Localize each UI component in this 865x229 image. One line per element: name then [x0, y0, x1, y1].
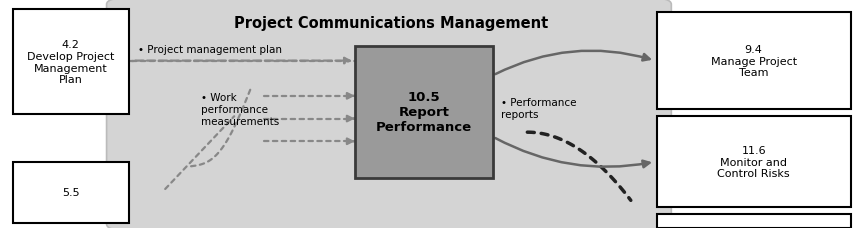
- Text: • Work
performance
measurements: • Work performance measurements: [202, 93, 279, 126]
- Bar: [657, 13, 850, 110]
- Bar: [13, 11, 129, 115]
- Bar: [355, 47, 493, 178]
- Text: • Project management plan: • Project management plan: [138, 45, 282, 55]
- Text: • Performance
reports: • Performance reports: [502, 98, 577, 119]
- Text: 5.5: 5.5: [62, 188, 80, 198]
- Bar: [13, 162, 129, 223]
- Text: Project Communications Management: Project Communications Management: [234, 16, 548, 31]
- Text: 9.4
Manage Project
Team: 9.4 Manage Project Team: [711, 45, 797, 78]
- Text: 10.5
Report
Performance: 10.5 Report Performance: [375, 91, 472, 134]
- FancyBboxPatch shape: [106, 0, 671, 229]
- Bar: [657, 214, 850, 228]
- Text: 11.6
Monitor and
Control Risks: 11.6 Monitor and Control Risks: [717, 145, 790, 179]
- Bar: [657, 117, 850, 207]
- Text: 4.2
Develop Project
Management
Plan: 4.2 Develop Project Management Plan: [27, 40, 114, 85]
